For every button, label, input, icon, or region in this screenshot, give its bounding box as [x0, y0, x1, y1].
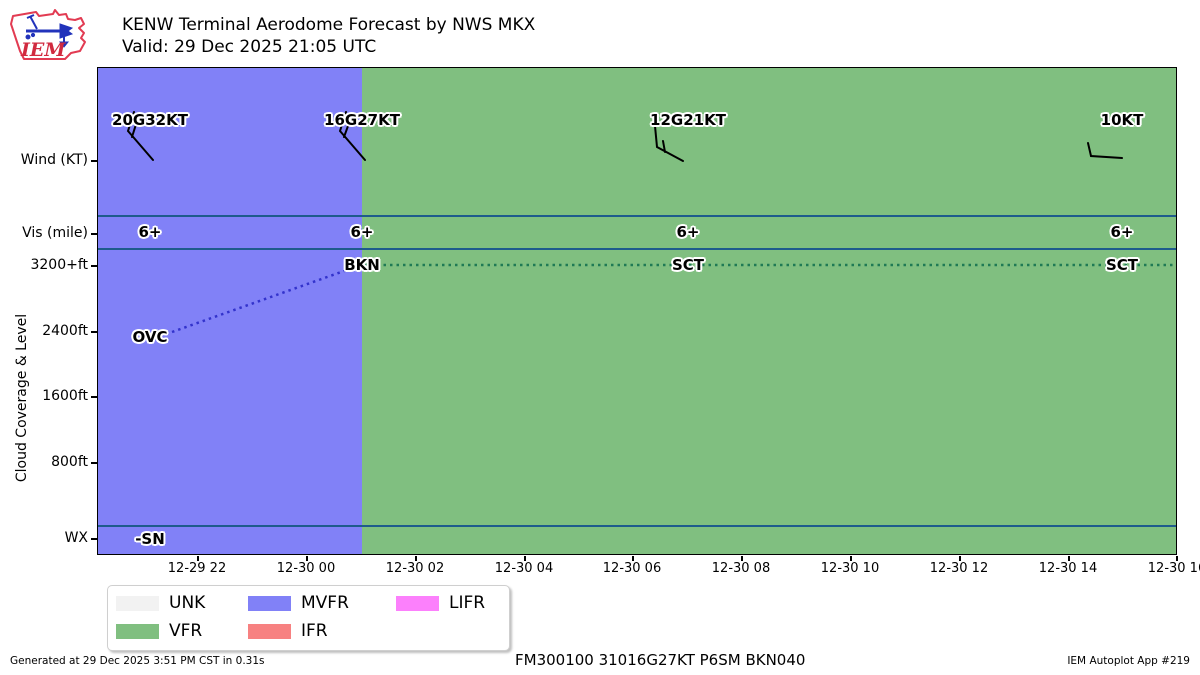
x-tick [1068, 556, 1070, 561]
y-tick [91, 265, 97, 267]
y-tick [91, 160, 97, 162]
vfr-band [362, 68, 1176, 554]
wind-label: 12G21KT [650, 111, 726, 129]
wind-barb-10 [1087, 142, 1123, 159]
x-tick-label: 12-30 16 [1147, 561, 1200, 576]
cloud-label: SCT [671, 256, 705, 274]
x-tick [306, 556, 308, 561]
x-tick-label: 12-30 12 [929, 561, 989, 576]
legend-label: UNK [169, 593, 206, 613]
x-tick-label: 12-29 22 [167, 561, 227, 576]
x-tick [741, 556, 743, 561]
mvfr-swatch [248, 595, 291, 611]
y-tick [91, 538, 97, 540]
unk-swatch [116, 595, 159, 611]
iem-logo-text: IEM [20, 39, 66, 61]
vfr-swatch [116, 623, 159, 639]
x-tick-label: 12-30 14 [1038, 561, 1098, 576]
legend-item-unk: UNK [116, 593, 205, 613]
vis-label: 6+ [1110, 223, 1134, 241]
iem-logo: IEM [8, 6, 90, 68]
generated-timestamp: Generated at 29 Dec 2025 3:51 PM CST in … [10, 655, 265, 667]
cloud-label: OVC [132, 328, 168, 346]
legend-item-lifr: LIFR [396, 593, 485, 613]
y-tick [91, 462, 97, 464]
yaxis-wx-label: WX [64, 530, 88, 546]
wind-label: 10KT [1100, 111, 1144, 129]
yaxis-level-label: 2400ft [42, 323, 88, 339]
yaxis-level-label: 3200+ft [30, 257, 88, 273]
vis-row-top-line [98, 215, 1176, 217]
legend-item-ifr: IFR [248, 621, 328, 641]
lifr-swatch [396, 595, 439, 611]
vis-label: 6+ [138, 223, 162, 241]
cloud-line-ovc-to-bkn [171, 263, 362, 334]
yaxis-wind-label: Wind (KT) [20, 152, 88, 168]
legend-item-vfr: VFR [116, 621, 202, 641]
mvfr-band [98, 68, 362, 554]
cloud-label: BKN [344, 256, 380, 274]
y-tick [91, 396, 97, 398]
x-tick [1176, 556, 1178, 561]
app-credit: IEM Autoplot App #219 [1067, 655, 1190, 667]
wx-row-line [98, 525, 1176, 527]
x-tick-label: 12-30 08 [711, 561, 771, 576]
x-tick [959, 556, 961, 561]
ifr-swatch [248, 623, 291, 639]
wx-label: -SN [135, 530, 165, 548]
wind-barb-20g32 [127, 111, 154, 161]
y-tick [91, 331, 97, 333]
legend-item-mvfr: MVFR [248, 593, 349, 613]
vis-label: 6+ [676, 223, 700, 241]
x-tick-label: 12-30 00 [276, 561, 336, 576]
x-tick [415, 556, 417, 561]
yaxis-level-label: 800ft [51, 454, 88, 470]
header: KENW Terminal Aerodome Forecast by NWS M… [122, 14, 535, 58]
legend: UNK MVFR LIFR VFR IFR [107, 585, 510, 651]
wind-label: 16G27KT [324, 111, 400, 129]
x-tick [197, 556, 199, 561]
wind-barb-16g27 [339, 111, 366, 161]
taf-raw-text: FM300100 31016G27KT P6SM BKN040 FM300700… [515, 615, 831, 675]
weather-vane-icon [25, 14, 74, 48]
valid-time: Valid: 29 Dec 2025 21:05 UTC [122, 37, 377, 57]
legend-label: IFR [301, 621, 328, 641]
taf-line: FM300100 31016G27KT P6SM BKN040 [515, 651, 806, 669]
yaxis-level-label: 1600ft [42, 388, 88, 404]
x-tick-label: 12-30 06 [602, 561, 662, 576]
cloud-label: SCT [1105, 256, 1139, 274]
vis-row-bottom-line [98, 248, 1176, 250]
x-tick [850, 556, 852, 561]
legend-label: MVFR [301, 593, 349, 613]
x-tick-label: 12-30 02 [385, 561, 445, 576]
vis-label: 6+ [350, 223, 374, 241]
iowa-outline-icon: IEM [10, 9, 86, 61]
y-tick [91, 233, 97, 235]
legend-label: LIFR [449, 593, 486, 613]
yaxis-vis-label: Vis (mile) [22, 225, 88, 241]
wind-barb-12g21 [654, 125, 684, 162]
x-tick-label: 12-30 10 [820, 561, 880, 576]
wind-label: 20G32KT [112, 111, 188, 129]
plot-area: 20G32KT 16G27KT 12G21KT 10KT 6+ 6+ 6+ 6+… [97, 67, 1177, 555]
x-tick [632, 556, 634, 561]
page-title: KENW Terminal Aerodome Forecast by NWS M… [122, 15, 536, 35]
plot-overlay [127, 111, 1176, 334]
x-tick-label: 12-30 04 [494, 561, 554, 576]
legend-label: VFR [169, 621, 203, 641]
cloud-axis-label: Cloud Coverage & Level [14, 313, 30, 483]
x-tick [524, 556, 526, 561]
